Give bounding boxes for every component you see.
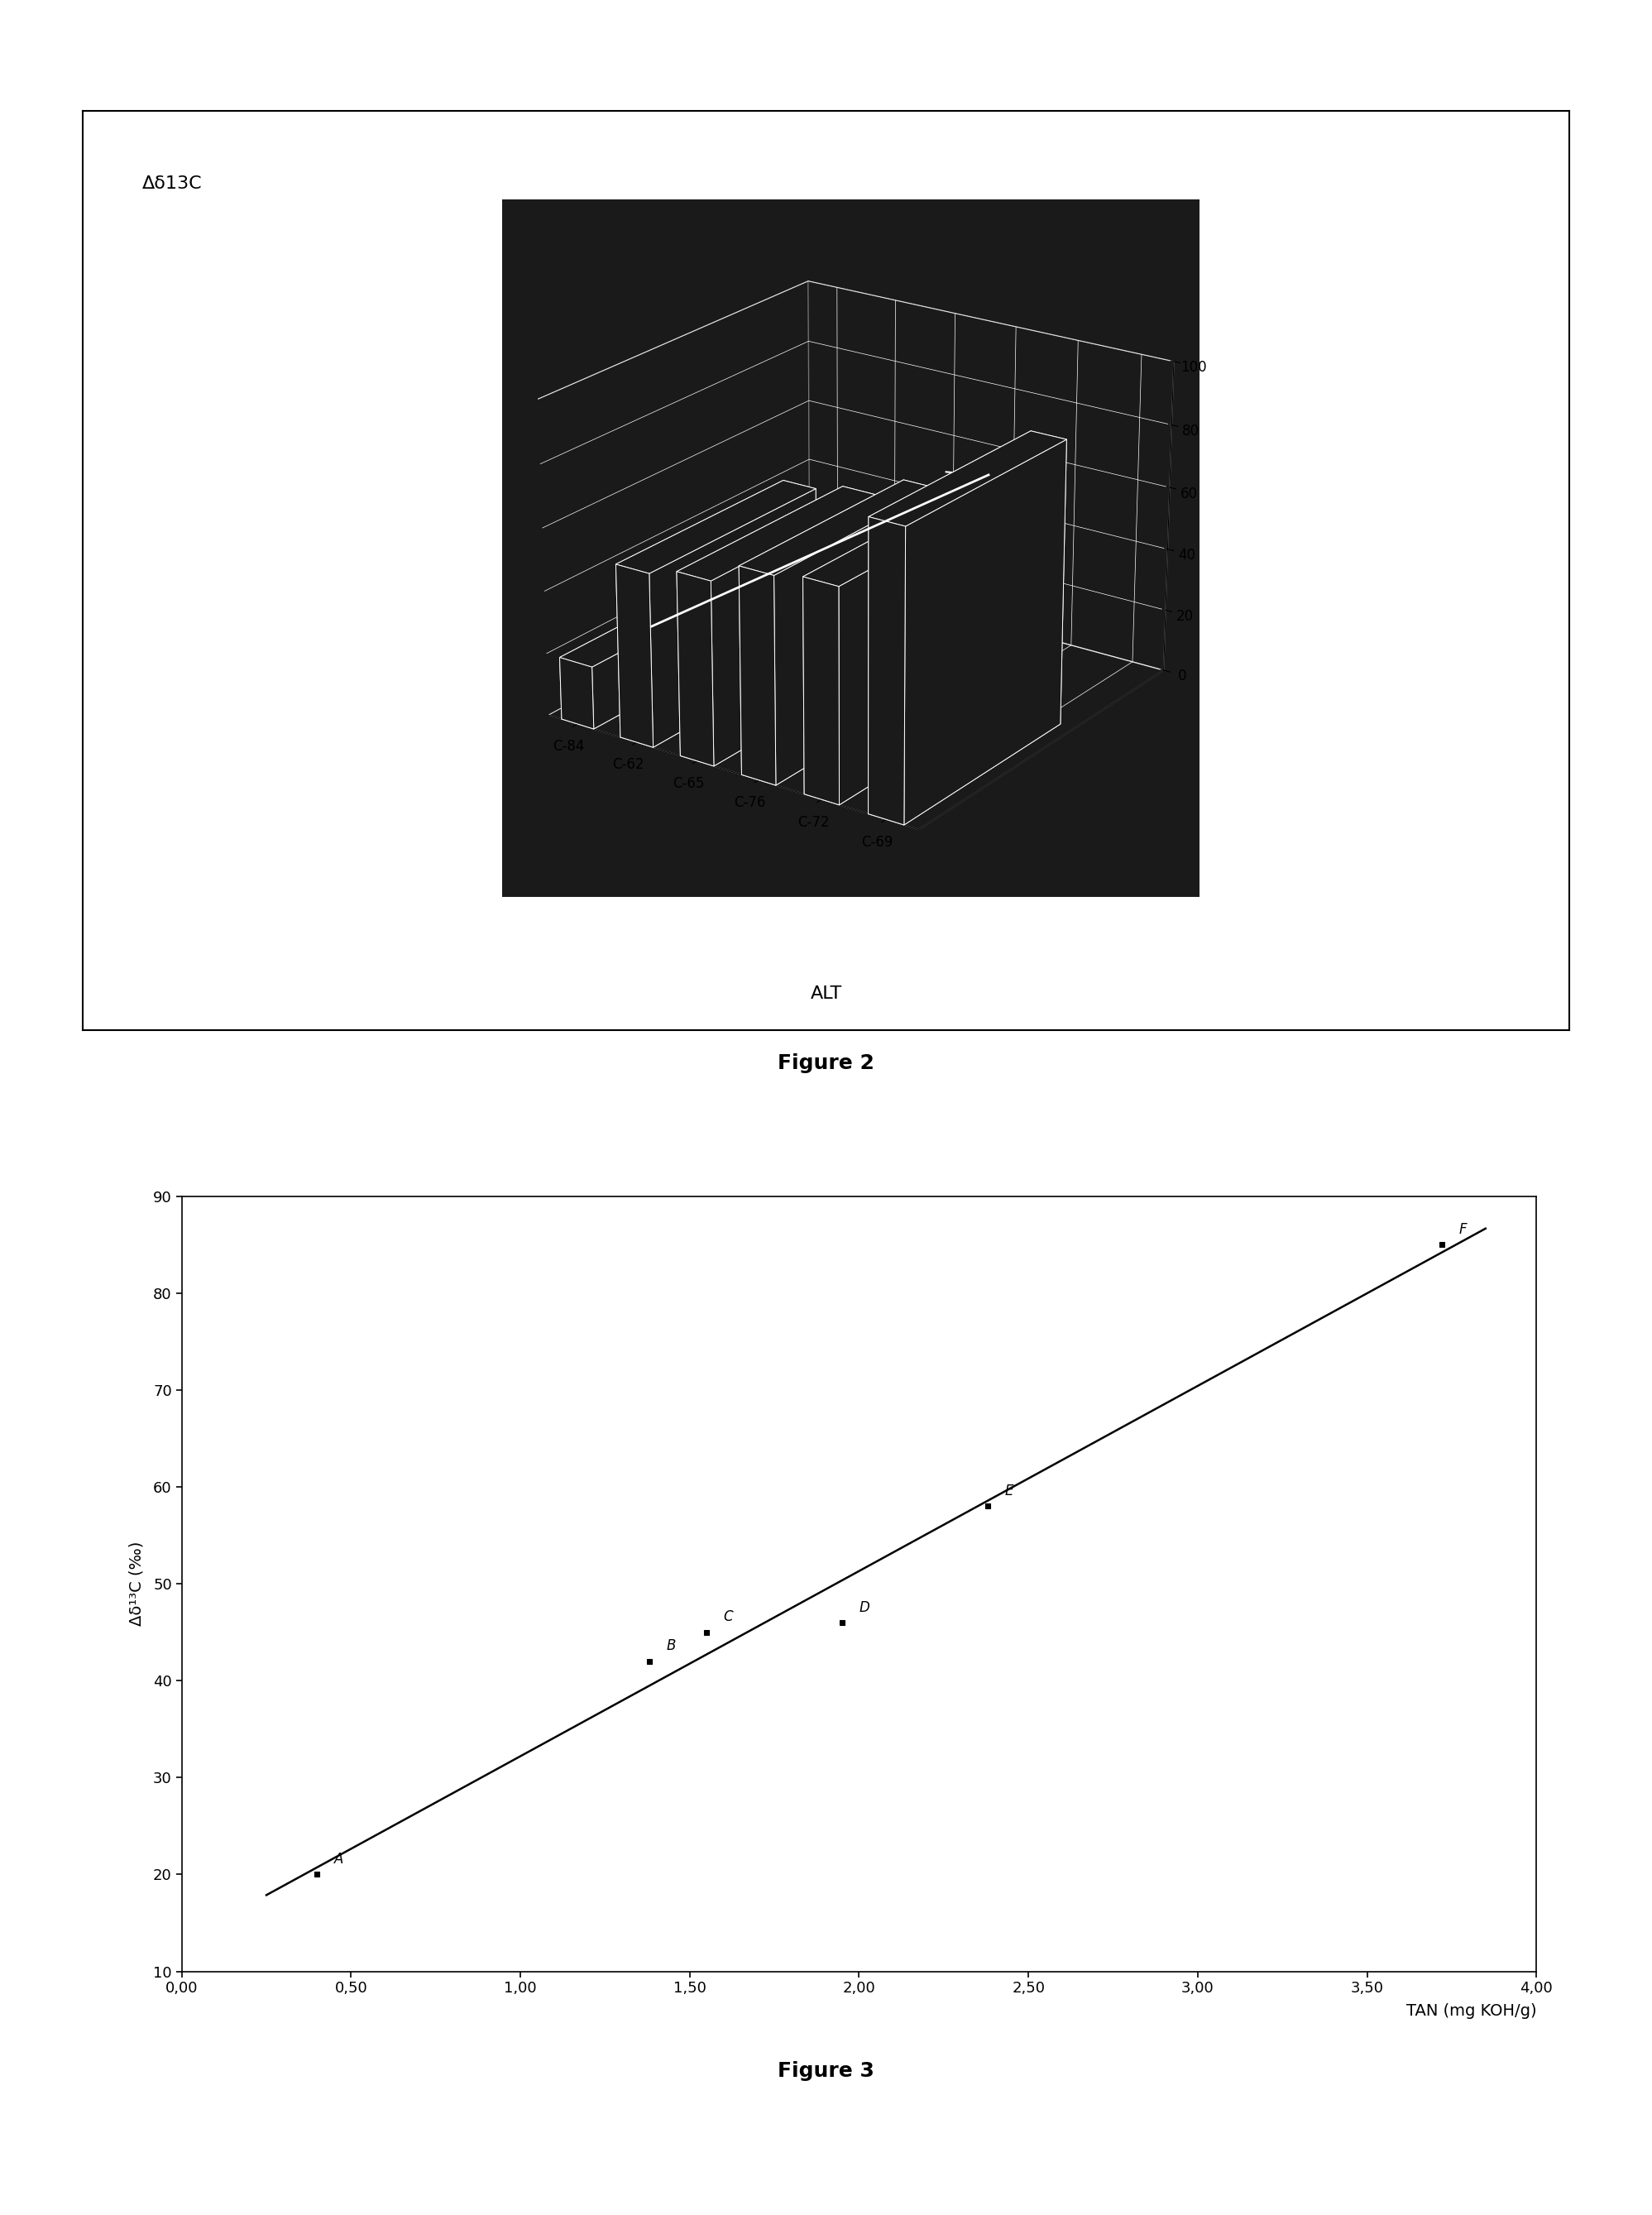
Text: B: B	[666, 1639, 676, 1652]
Text: C: C	[724, 1610, 733, 1624]
Text: D: D	[859, 1599, 869, 1615]
Text: E: E	[1004, 1484, 1013, 1497]
Text: Δδ13C: Δδ13C	[142, 175, 202, 193]
X-axis label: TAN (mg KOH/g): TAN (mg KOH/g)	[1406, 2002, 1536, 2018]
Text: Figure 3: Figure 3	[778, 2062, 874, 2080]
Text: ALT: ALT	[809, 986, 843, 1003]
Text: F: F	[1459, 1223, 1467, 1236]
Text: A: A	[334, 1852, 344, 1867]
Y-axis label: Δδ¹³C (‰): Δδ¹³C (‰)	[129, 1542, 144, 1626]
Text: Figure 2: Figure 2	[778, 1054, 874, 1072]
